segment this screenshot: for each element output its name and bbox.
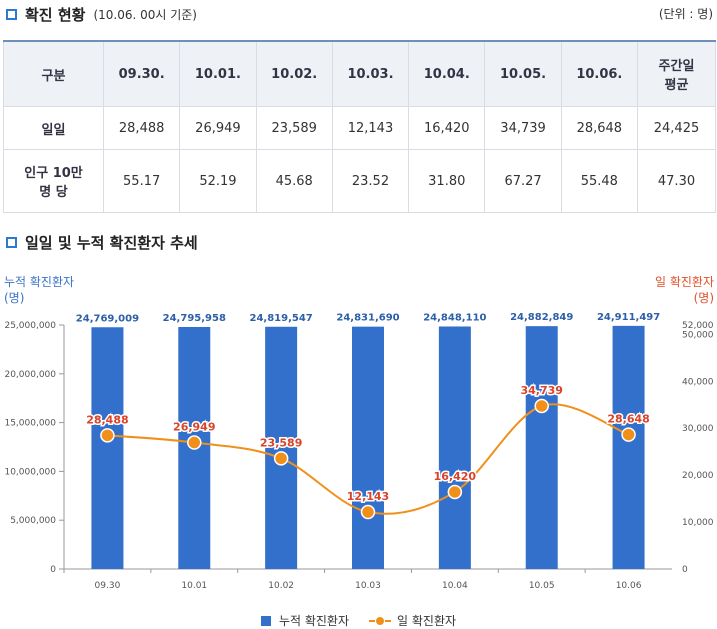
daily-value-label: 34,739 — [520, 384, 562, 397]
bar-value-label: 24,848,110 — [423, 312, 486, 323]
x-axis-tick-label: 10.05 — [529, 581, 555, 591]
bar-value-label: 24,795,958 — [163, 313, 226, 324]
trend-section-header: 일일 및 누적 확진환자 추세 — [4, 232, 198, 253]
table-cell: 12,143 — [331, 106, 410, 150]
left-axis-tick-label: 0 — [50, 565, 56, 575]
daily-point — [187, 435, 202, 450]
right-axis-tick-label: 40,000 — [682, 377, 714, 387]
x-axis-tick-label: 09.30 — [95, 581, 121, 591]
bar-value-label: 24,911,497 — [597, 312, 660, 323]
right-axis-unit: (명) — [693, 291, 714, 305]
table-header-cell: 10.06. — [560, 40, 639, 107]
left-axis-label: 누적 확진환자 — [4, 275, 75, 289]
legend-item-cumulative: 누적 확진환자 — [260, 612, 350, 629]
table-cell: 67.27 — [484, 149, 562, 213]
daily-value-label: 16,420 — [434, 470, 477, 483]
bar — [438, 326, 471, 569]
daily-point — [360, 504, 376, 520]
x-axis-tick-label: 10.01 — [181, 581, 207, 591]
status-section-header: 확진 현황 (10.06. 00시 기준) — [4, 4, 197, 25]
table-header-cell: 10.05. — [484, 40, 562, 107]
daily-point — [534, 398, 549, 414]
legend-label: 일 확진환자 — [397, 614, 457, 628]
daily-value-label: 28,488 — [86, 413, 128, 426]
table-cell: 34,739 — [484, 106, 562, 150]
unit-label: (단위 : 명) — [658, 7, 713, 21]
x-axis-tick-label: 10.04 — [442, 581, 468, 591]
table-cell: 52.19 — [179, 149, 257, 213]
trend-section-title: 일일 및 누적 확진환자 추세 — [25, 234, 198, 252]
x-axis-tick-label: 10.02 — [268, 581, 294, 591]
chart-legend: 누적 확진환자 일 확진환자 — [0, 612, 717, 629]
bar-value-label: 24,882,849 — [510, 312, 573, 323]
left-axis-tick-label: 20,000,000 — [4, 370, 56, 380]
daily-value-label: 12,143 — [347, 490, 389, 503]
status-table: 구분 09.30. 10.01. 10.02. 10.03. 10.04. 10… — [3, 40, 716, 213]
daily-point — [447, 484, 463, 500]
table-header-cell: 10.04. — [408, 40, 486, 107]
table-cell: 23.52 — [331, 149, 410, 213]
legend-label: 누적 확진환자 — [278, 614, 350, 628]
bar — [612, 325, 645, 569]
bar — [91, 327, 124, 569]
table-cell: 55.48 — [560, 149, 639, 213]
table-cell: 28,488 — [102, 106, 181, 150]
table-header-cell: 10.02. — [255, 40, 333, 107]
table-cell: 31.80 — [408, 149, 486, 213]
table-cell: 26,949 — [179, 106, 257, 150]
table-cell: 23,589 — [255, 106, 333, 150]
right-axis-tick-label: 10,000 — [682, 518, 714, 528]
left-axis-tick-label: 15,000,000 — [4, 419, 56, 429]
table-header-row: 구분 09.30. 10.01. 10.02. 10.03. 10.04. 10… — [3, 40, 716, 107]
legend-line-swatch — [369, 616, 392, 626]
right-axis-label: 일 확진환자 — [654, 275, 714, 289]
table-header-cell: 주간일 평균 — [637, 40, 716, 107]
legend-bar-swatch — [260, 615, 271, 626]
x-axis-tick-label: 10.03 — [355, 581, 381, 591]
section-square-icon — [6, 237, 17, 248]
right-axis-tick-label: 52,000 — [682, 321, 714, 331]
table-header-cell: 10.01. — [179, 40, 257, 107]
table-header-cell: 10.03. — [331, 40, 410, 107]
right-axis-tick-label: 50,000 — [682, 330, 714, 340]
status-section-subtitle: (10.06. 00시 기준) — [93, 8, 197, 22]
bar — [352, 326, 384, 569]
status-section-title: 확진 현황 — [25, 6, 86, 24]
row-label: 일일 — [3, 106, 104, 150]
table-cell: 55.17 — [102, 149, 181, 213]
left-axis-tick-label: 10,000,000 — [4, 467, 56, 477]
table-cell: 16,420 — [408, 106, 486, 150]
right-axis-tick-label: 20,000 — [682, 471, 714, 481]
left-axis-unit: (명) — [4, 291, 25, 305]
left-axis-tick-label: 25,000,000 — [4, 321, 56, 331]
left-axis-title: 누적 확진환자 (명) — [4, 274, 74, 306]
bar-value-label: 24,831,690 — [336, 313, 399, 324]
table-header-cell: 09.30. — [102, 40, 181, 107]
table-cell: 47.30 — [637, 149, 716, 213]
bar-value-label: 24,769,009 — [76, 313, 139, 324]
daily-point — [621, 427, 636, 442]
table-cell: 45.68 — [255, 149, 333, 213]
left-axis-tick-label: 5,000,000 — [10, 516, 56, 526]
right-axis-tick-label: 0 — [682, 565, 688, 575]
bar-value-label: 24,819,547 — [250, 313, 313, 324]
daily-value-label: 28,648 — [607, 413, 649, 426]
legend-item-daily: 일 확진환자 — [369, 612, 456, 629]
section-square-icon — [6, 9, 17, 20]
daily-point — [100, 428, 115, 443]
table-row: 인구 10만 명 당 55.17 52.19 45.68 23.52 31.80… — [3, 149, 716, 213]
x-axis-tick-label: 10.06 — [616, 581, 642, 591]
daily-value-label: 23,589 — [260, 436, 302, 449]
right-axis-tick-label: 30,000 — [682, 424, 714, 434]
bar — [525, 326, 558, 569]
bar — [265, 326, 298, 569]
daily-value-label: 26,949 — [173, 421, 215, 434]
daily-point — [273, 451, 289, 466]
right-axis-title: 일 확진환자 (명) — [655, 274, 714, 306]
